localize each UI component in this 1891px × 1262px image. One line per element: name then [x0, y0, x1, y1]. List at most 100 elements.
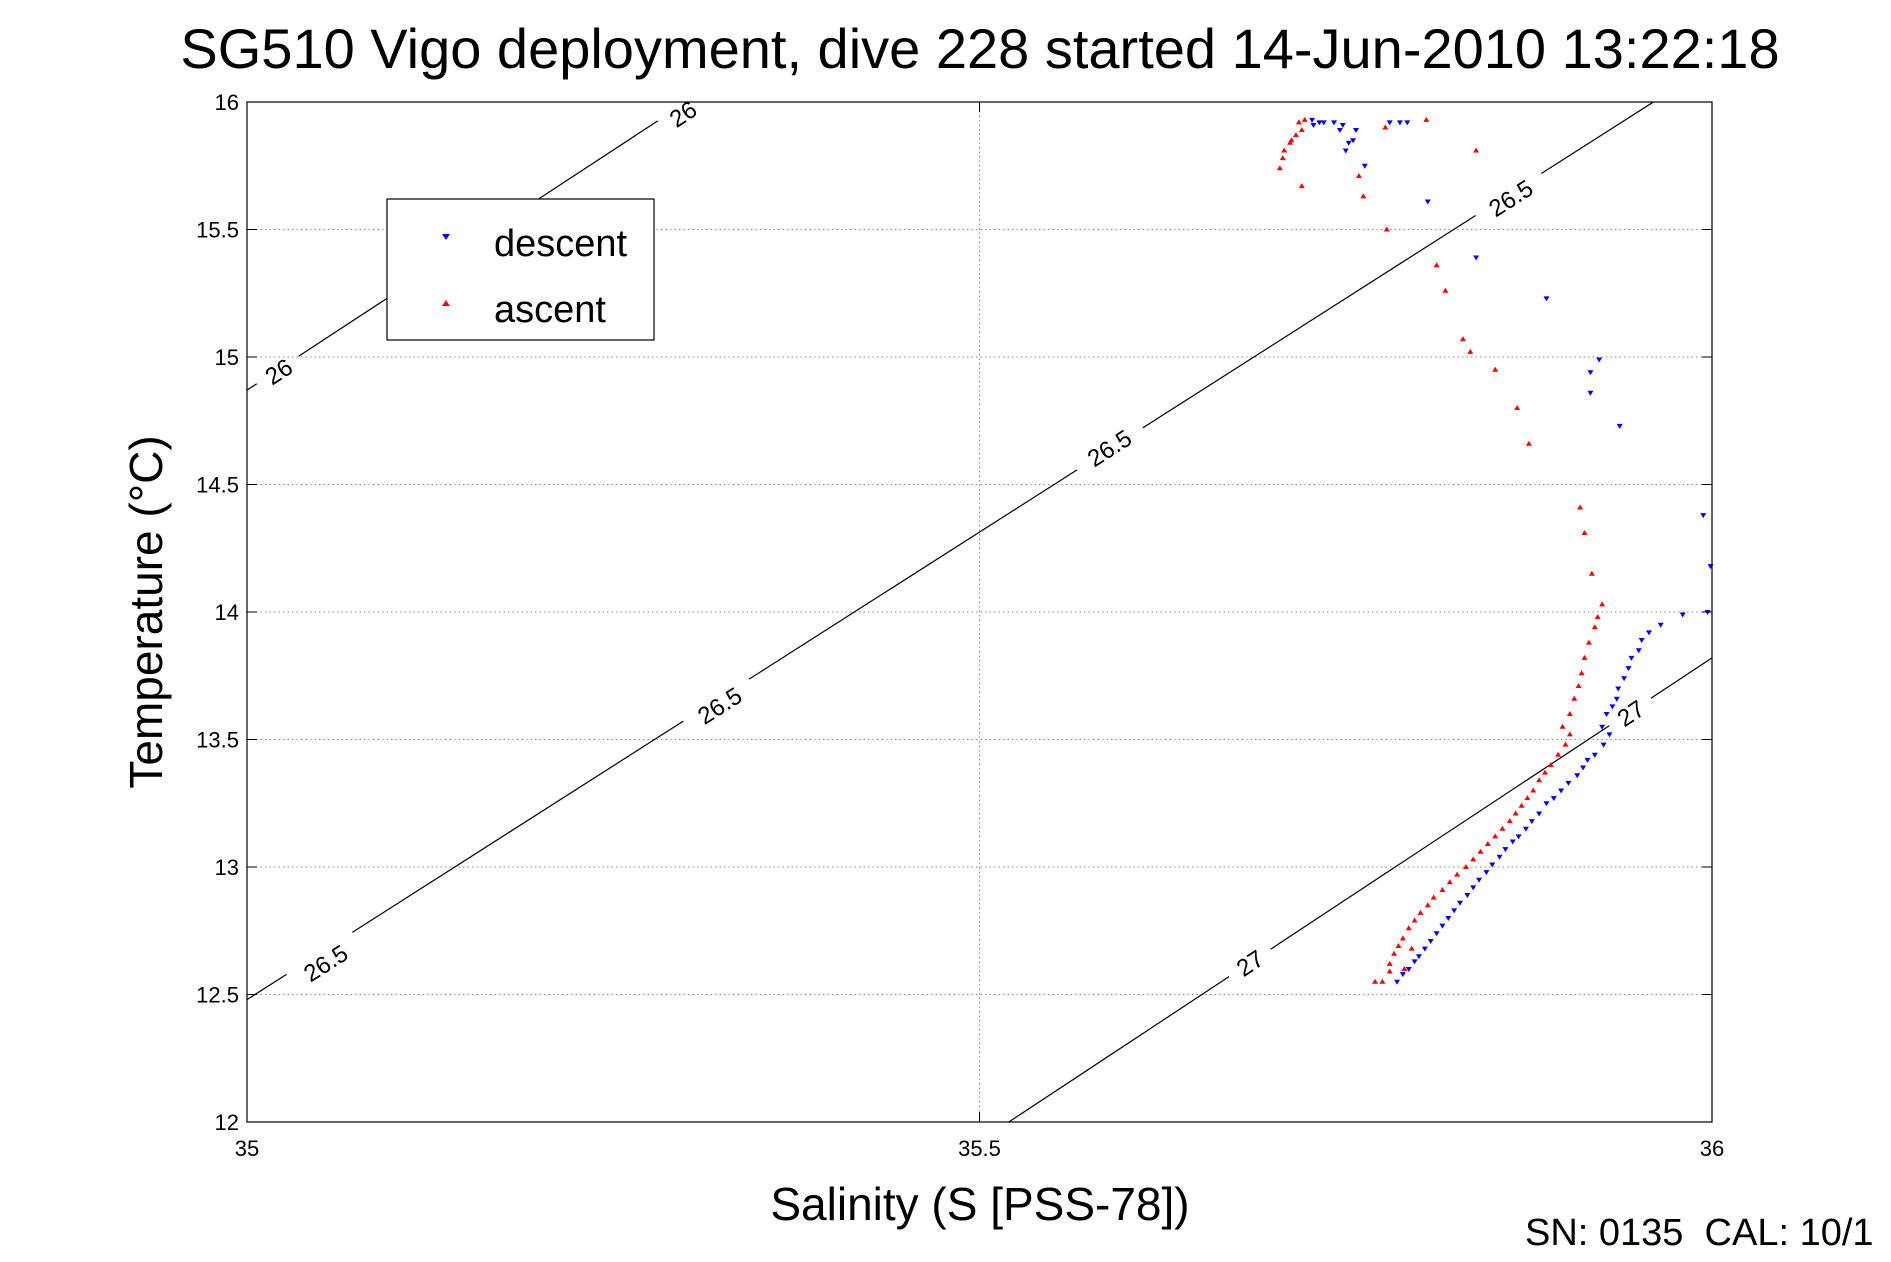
- data-series: [1276, 116, 1714, 985]
- y-tick-label: 15: [215, 345, 239, 370]
- y-tick-label: 14: [215, 600, 239, 625]
- y-tick-label: 16: [215, 90, 239, 115]
- y-tick-label: 13: [215, 855, 239, 880]
- ascent-point: [1424, 902, 1431, 908]
- ascent-point: [1536, 777, 1543, 783]
- contour-line-26: [246, 383, 258, 391]
- ascent-point: [1401, 966, 1408, 971]
- ascent-point: [1562, 741, 1569, 747]
- ascent-point: [1512, 810, 1519, 816]
- ascent-point: [1462, 864, 1469, 869]
- legend-ascent-marker: [442, 300, 450, 306]
- descent-point: [1416, 954, 1422, 960]
- contour-line-27: [1270, 725, 1610, 950]
- contour-label: 26.5: [299, 940, 353, 988]
- ascent-point: [1599, 601, 1606, 607]
- ascent-point: [1446, 879, 1453, 885]
- descent-point: [1657, 622, 1664, 628]
- descent-point: [1483, 870, 1490, 876]
- descent-point: [1361, 163, 1368, 169]
- contour-line-26.5: [1541, 101, 1654, 175]
- ascent-point: [1566, 731, 1573, 737]
- ascent-point: [1514, 405, 1521, 410]
- contour-label: 26.5: [1484, 175, 1538, 223]
- descent-point: [1580, 765, 1587, 771]
- descent-point: [1700, 513, 1707, 519]
- ascent-point: [1581, 529, 1588, 535]
- ascent-point: [1301, 116, 1308, 122]
- ascent-point: [1470, 856, 1477, 862]
- contour-line-26.5: [351, 720, 684, 933]
- ascent-point: [1288, 137, 1295, 143]
- ascent-point: [1506, 818, 1513, 824]
- ascent-point: [1492, 366, 1499, 372]
- descent-point: [1536, 811, 1543, 817]
- y-axis-label: Temperature (°C): [120, 435, 172, 788]
- descent-point: [1565, 780, 1572, 786]
- descent-point: [1587, 370, 1594, 376]
- ascent-point: [1287, 139, 1294, 145]
- ascent-point: [1281, 147, 1288, 153]
- ascent-point: [1559, 723, 1566, 729]
- descent-point: [1464, 893, 1471, 899]
- contour-label: 27: [1613, 695, 1650, 732]
- ascent-point: [1442, 287, 1449, 293]
- descent-point: [1411, 959, 1418, 965]
- legend-box: [386, 198, 655, 341]
- x-axis-label: Salinity (S [PSS-78]): [770, 1178, 1189, 1230]
- ascent-point: [1411, 917, 1418, 923]
- serial-calibration-text: SN: 0135 CAL: 10/1: [1525, 1212, 1874, 1254]
- descent-point: [1515, 834, 1522, 840]
- ascent-point: [1372, 978, 1379, 984]
- ascent-point: [1382, 124, 1389, 130]
- ascent-point: [1399, 935, 1406, 941]
- descent-point: [1421, 946, 1428, 952]
- ascent-point: [1298, 183, 1305, 189]
- ascent-point: [1295, 119, 1302, 125]
- descent-point: [1386, 120, 1393, 126]
- descent-point: [1457, 900, 1464, 906]
- descent-point: [1587, 390, 1594, 396]
- y-tick-label: 12.5: [196, 983, 239, 1008]
- descent-point: [1339, 122, 1346, 128]
- descent-point: [1320, 120, 1327, 126]
- descent-point: [1470, 885, 1477, 891]
- descent-point: [1405, 967, 1412, 972]
- contour-label: 26: [261, 354, 298, 391]
- ascent-point: [1484, 841, 1491, 847]
- ascent-point: [1547, 762, 1554, 767]
- descent-point: [1502, 847, 1509, 853]
- ascent-point: [1395, 943, 1402, 949]
- ascent-point: [1391, 950, 1398, 956]
- descent-point: [1476, 877, 1483, 883]
- ascent-point: [1405, 925, 1412, 931]
- descent-point: [1543, 296, 1550, 302]
- descent-point: [1679, 612, 1686, 618]
- descent-point: [1558, 788, 1565, 794]
- descent-point: [1550, 796, 1557, 802]
- descent-point: [1613, 696, 1620, 702]
- ascent-point: [1292, 132, 1299, 138]
- descent-point: [1445, 916, 1452, 921]
- x-tick-label: 35: [235, 1136, 259, 1161]
- descent-point: [1574, 773, 1581, 779]
- ascent-point: [1477, 848, 1484, 854]
- descent-point: [1316, 120, 1323, 126]
- descent-point: [1543, 801, 1550, 807]
- descent-point: [1528, 819, 1535, 825]
- ascent-point: [1467, 348, 1474, 354]
- contour-line-27: [1650, 657, 1713, 699]
- descent-point: [1599, 724, 1606, 730]
- y-tick-label: 15.5: [196, 218, 239, 243]
- ascent-point: [1439, 886, 1446, 892]
- ascent-point: [1571, 695, 1578, 701]
- descent-point: [1396, 120, 1403, 126]
- ascent-point: [1355, 172, 1362, 178]
- descent-point: [1707, 564, 1714, 570]
- descent-point: [1625, 666, 1632, 672]
- descent-point: [1646, 630, 1653, 636]
- descent-point: [1342, 148, 1349, 154]
- ascent-point: [1386, 960, 1393, 966]
- ascent-point: [1585, 639, 1592, 645]
